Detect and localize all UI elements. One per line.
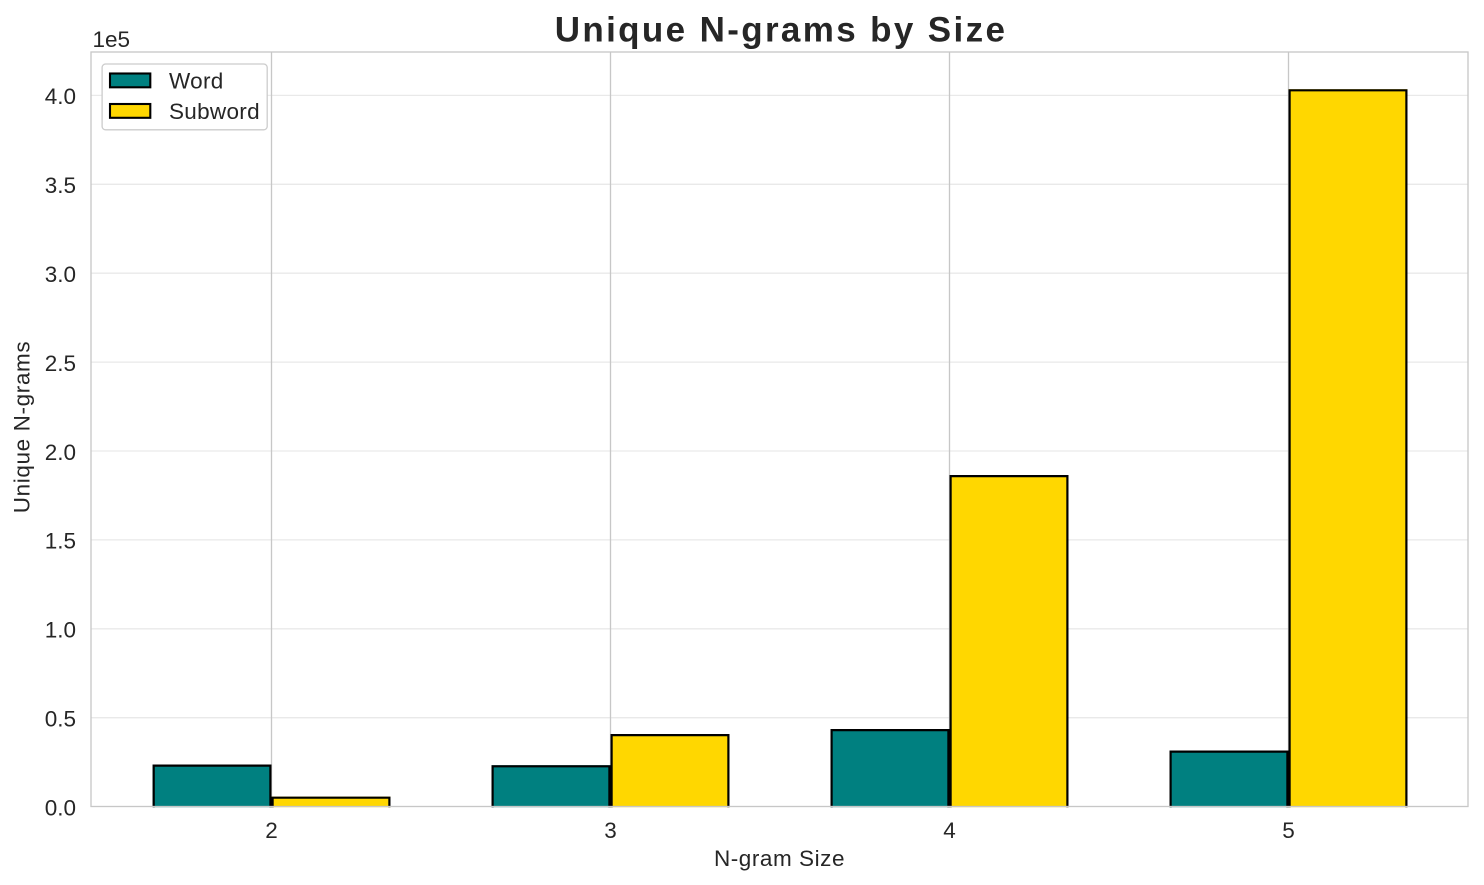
svg-text:Word: Word <box>169 68 224 93</box>
svg-text:4.0: 4.0 <box>45 84 76 109</box>
svg-text:2: 2 <box>265 818 278 843</box>
svg-text:N-gram Size: N-gram Size <box>714 846 845 871</box>
svg-text:Unique N-grams: Unique N-grams <box>10 341 35 514</box>
svg-text:2.0: 2.0 <box>45 440 76 465</box>
svg-text:3.5: 3.5 <box>45 173 76 198</box>
svg-text:Subword: Subword <box>169 99 260 124</box>
svg-text:1.5: 1.5 <box>45 529 76 554</box>
svg-text:3.0: 3.0 <box>45 262 76 287</box>
svg-text:5: 5 <box>1282 818 1295 843</box>
svg-text:2.5: 2.5 <box>45 351 76 376</box>
svg-text:0.5: 0.5 <box>45 707 76 732</box>
svg-text:Unique N-grams by Size: Unique N-grams by Size <box>555 10 1008 49</box>
svg-text:4: 4 <box>943 818 956 843</box>
svg-text:1.0: 1.0 <box>45 618 76 643</box>
svg-text:1e5: 1e5 <box>93 27 131 52</box>
svg-text:3: 3 <box>604 818 617 843</box>
svg-text:0.0: 0.0 <box>45 795 76 820</box>
